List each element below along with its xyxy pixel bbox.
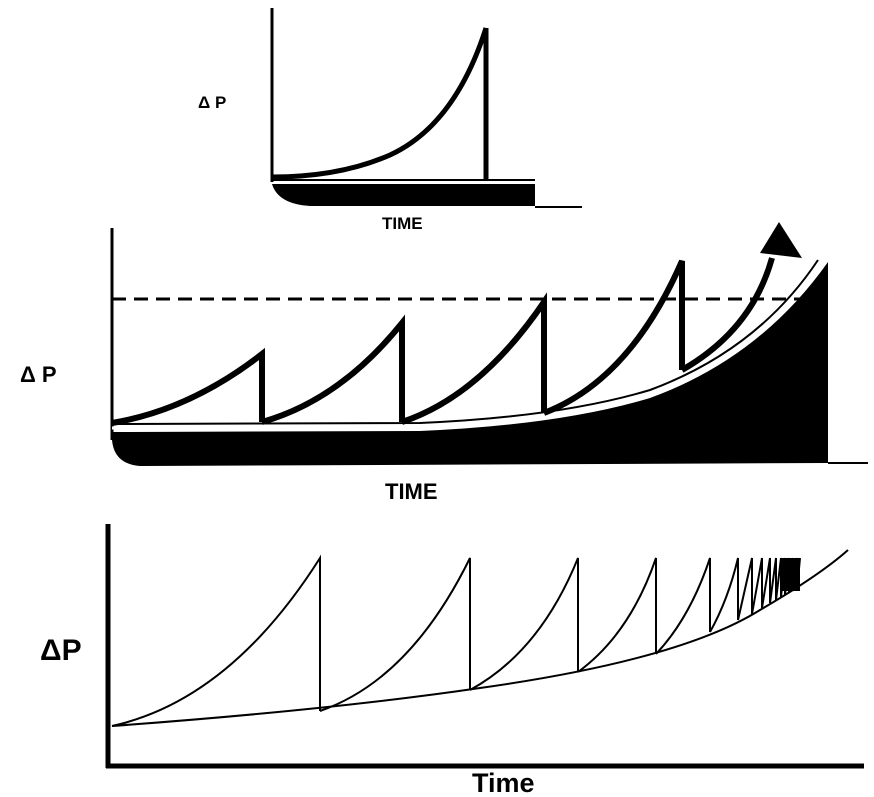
middle-arrowhead: [760, 222, 802, 258]
top-base-fill: [272, 184, 535, 206]
middle-runaway-curve: [680, 257, 775, 373]
bottom-y-label: ΔP: [40, 634, 82, 667]
top-rising-curve: [271, 27, 489, 180]
bottom-sawtooth-6: [709, 557, 739, 633]
middle-panel: Δ P TIME: [20, 222, 868, 504]
bottom-sawtooth-3: [469, 557, 579, 691]
bottom-sawtooth-5: [655, 557, 711, 655]
top-y-label: Δ P: [198, 93, 226, 112]
top-panel: Δ P TIME: [198, 8, 582, 233]
top-x-label: TIME: [382, 214, 423, 233]
bottom-sawtooth-1: [111, 554, 321, 727]
middle-sawtooth-4: [542, 259, 685, 416]
middle-threshold-curve: [111, 261, 824, 430]
bottom-x-label: Time: [472, 768, 535, 797]
middle-y-label: Δ P: [20, 362, 57, 387]
bottom-sawtooth-2: [319, 557, 471, 712]
middle-base-fill: [112, 262, 828, 466]
middle-x-label: TIME: [385, 479, 438, 504]
bottom-panel: ΔP Time: [40, 524, 864, 797]
bottom-sawtooth-4: [577, 557, 657, 673]
middle-sawtooth-1: [111, 347, 265, 426]
middle-sawtooth-2: [261, 314, 405, 425]
bottom-dense-fill: [782, 558, 800, 591]
middle-sawtooth-3: [401, 292, 547, 425]
middle-baseline-line: [111, 259, 819, 425]
